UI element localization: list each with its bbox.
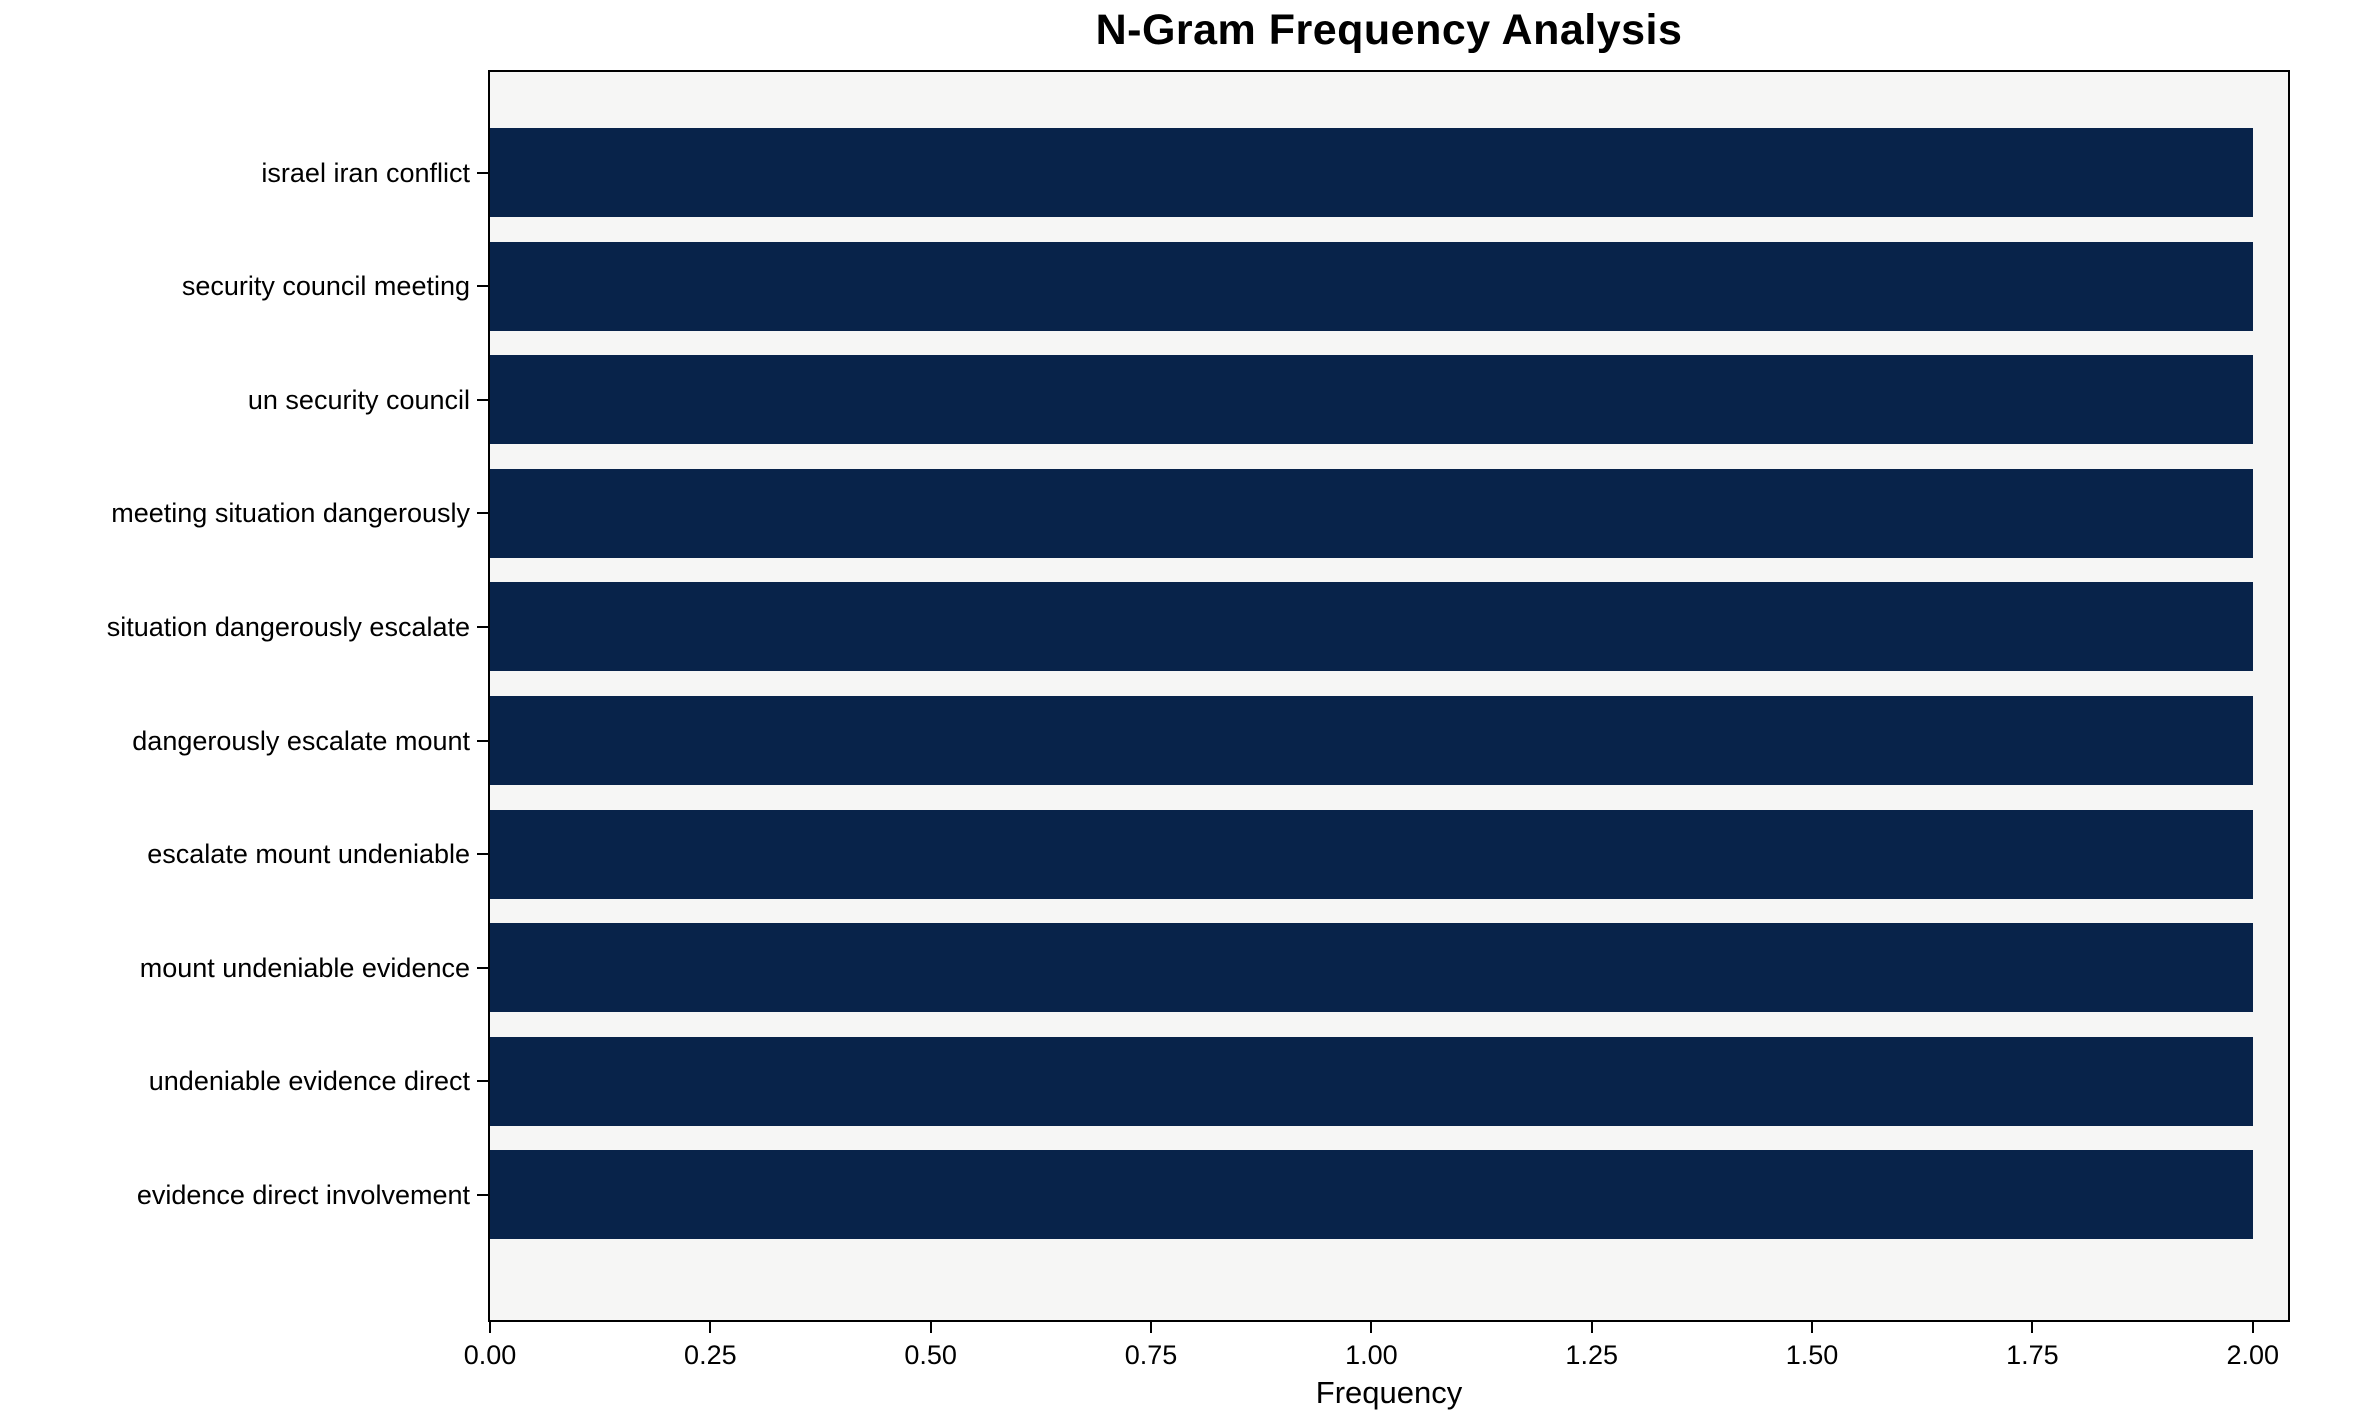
y-tick-label: un security council <box>247 384 470 415</box>
y-tick-label: undeniable evidence direct <box>148 1066 470 1097</box>
y-tick-label: dangerously escalate mount <box>132 725 470 756</box>
y-tick-mark <box>477 1193 488 1196</box>
y-tick-mark <box>477 739 488 742</box>
y-tick-mark <box>477 512 488 515</box>
y-tick-mark <box>477 1080 488 1083</box>
bar-8 <box>490 923 2253 1013</box>
bar-2 <box>490 241 2253 331</box>
x-tick-mark <box>1590 1322 1593 1333</box>
bar-1 <box>490 128 2253 217</box>
x-tick-label: 0.25 <box>684 1340 737 1370</box>
bar-9 <box>490 1036 2253 1126</box>
x-tick-label: 0.00 <box>463 1340 517 1370</box>
x-tick-label: 1.75 <box>2006 1340 2059 1370</box>
y-tick-mark <box>477 966 488 969</box>
x-tick-mark <box>2031 1322 2034 1333</box>
x-tick-mark <box>1150 1322 1153 1333</box>
y-tick-mark <box>477 853 488 856</box>
x-tick-label: 0.75 <box>1124 1340 1178 1370</box>
x-tick-mark <box>709 1322 712 1333</box>
y-tick-label: meeting situation dangerously <box>111 498 470 529</box>
y-tick-mark <box>477 625 488 628</box>
x-tick-label: 1.00 <box>1345 1340 1398 1370</box>
x-tick-mark <box>2251 1322 2254 1333</box>
y-tick-label: escalate mount undeniable <box>147 839 470 870</box>
x-tick-label: 1.50 <box>1785 1340 1839 1370</box>
y-tick-mark <box>477 171 488 174</box>
bar-7 <box>490 809 2253 899</box>
plot-area <box>488 70 2290 1322</box>
chart-title: N-Gram Frequency Analysis <box>1095 6 1683 54</box>
x-tick-label: 0.50 <box>904 1340 957 1370</box>
x-axis-title: Frequency <box>1315 1375 1463 1410</box>
y-tick-mark <box>477 285 488 288</box>
bar-10 <box>490 1150 2253 1240</box>
x-tick-mark <box>489 1322 491 1333</box>
bar-5 <box>490 582 2253 672</box>
x-tick-mark <box>929 1322 932 1333</box>
bar-4 <box>490 468 2253 558</box>
y-tick-label: israel iran conflict <box>261 157 470 188</box>
y-tick-label: security council meeting <box>181 271 470 302</box>
x-tick-label: 2.00 <box>2226 1340 2280 1370</box>
y-tick-label: mount undeniable evidence <box>139 952 470 983</box>
x-tick-mark <box>1370 1322 1373 1333</box>
bar-3 <box>490 355 2253 445</box>
x-tick-label: 1.25 <box>1565 1340 1618 1370</box>
y-tick-mark <box>477 398 488 401</box>
y-tick-label: situation dangerously escalate <box>106 611 470 642</box>
x-tick-mark <box>1811 1322 1814 1333</box>
y-tick-label: evidence direct involvement <box>136 1179 470 1210</box>
bar-6 <box>490 696 2253 785</box>
